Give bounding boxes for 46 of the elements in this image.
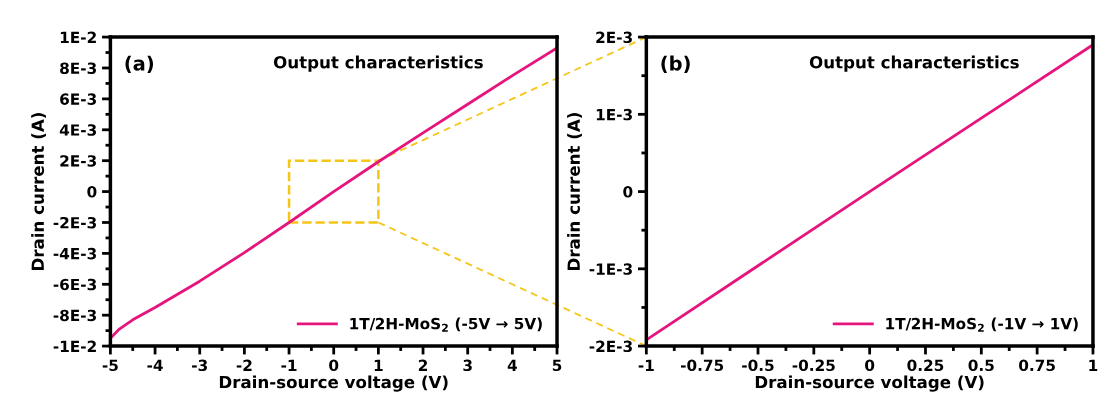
- y-tick-label: 4E-3: [59, 124, 96, 136]
- x-tick-label: -3: [192, 359, 207, 372]
- x-axis-title: Drain-source voltage (V): [755, 375, 984, 392]
- y-tick-label: 0: [623, 186, 633, 198]
- text: Output characteristics: [809, 55, 1019, 72]
- y-tick-label: -2E-3: [53, 216, 96, 229]
- text: Output characteristics: [273, 55, 483, 72]
- x-tick-label: -0.25: [792, 359, 835, 372]
- x-tick-label: 0.75: [1019, 359, 1055, 372]
- x-tick-label: 0.25: [907, 359, 944, 372]
- y-tick-label: -6E-3: [53, 278, 96, 291]
- y-axis-title: Drain current (A): [31, 113, 46, 271]
- y-tick-label: -4E-3: [53, 247, 96, 260]
- x-tick-label: -5: [102, 359, 118, 372]
- x-tick-label: 0: [329, 359, 339, 372]
- x-tick-label: 4: [507, 359, 517, 371]
- y-tick-label: 1E-3: [596, 108, 632, 121]
- x-tick-label: 0: [865, 359, 875, 372]
- y-tick-label: 2E-3: [596, 31, 632, 44]
- legend-label: 1T/2H-MoS$_{2}$ (-5V → 5V): [350, 317, 542, 332]
- y-tick-label: -1E-3: [589, 263, 632, 275]
- x-tick-label: 1: [1089, 359, 1098, 371]
- x-tick-label: -0.75: [680, 359, 724, 372]
- x-tick-label: 0.5: [968, 359, 994, 372]
- y-tick-label: -8E-3: [53, 309, 96, 322]
- y-tick-label: 8E-3: [60, 62, 96, 74]
- y-tick-label: -1E-2: [53, 340, 96, 352]
- x-axis-title: Drain-source voltage (V): [219, 375, 448, 392]
- y-axis-title: Drain current (A): [567, 113, 582, 271]
- annotation: (a): [125, 55, 154, 73]
- x-tick-label: -1: [281, 359, 297, 371]
- x-tick-label: 3: [463, 359, 472, 372]
- y-tick-label: 0: [87, 186, 97, 198]
- legend-label: 1T/2H-MoS$_{2}$ (-1V → 1V): [886, 317, 1078, 332]
- x-tick-label: 5: [552, 359, 562, 372]
- x-tick-label: -0.5: [742, 359, 774, 372]
- x-tick-label: -4: [147, 359, 163, 371]
- y-tick-label: 2E-3: [60, 155, 96, 167]
- y-tick-label: -2E-3: [589, 340, 632, 353]
- x-tick-label: 2: [418, 359, 428, 371]
- x-tick-label: -2: [236, 359, 252, 371]
- x-tick-label: 1: [374, 359, 383, 371]
- y-tick-label: 1E-2: [60, 31, 96, 43]
- x-tick-label: -1: [638, 359, 654, 371]
- annotation: (b): [661, 55, 690, 73]
- y-tick-label: 6E-3: [60, 93, 96, 105]
